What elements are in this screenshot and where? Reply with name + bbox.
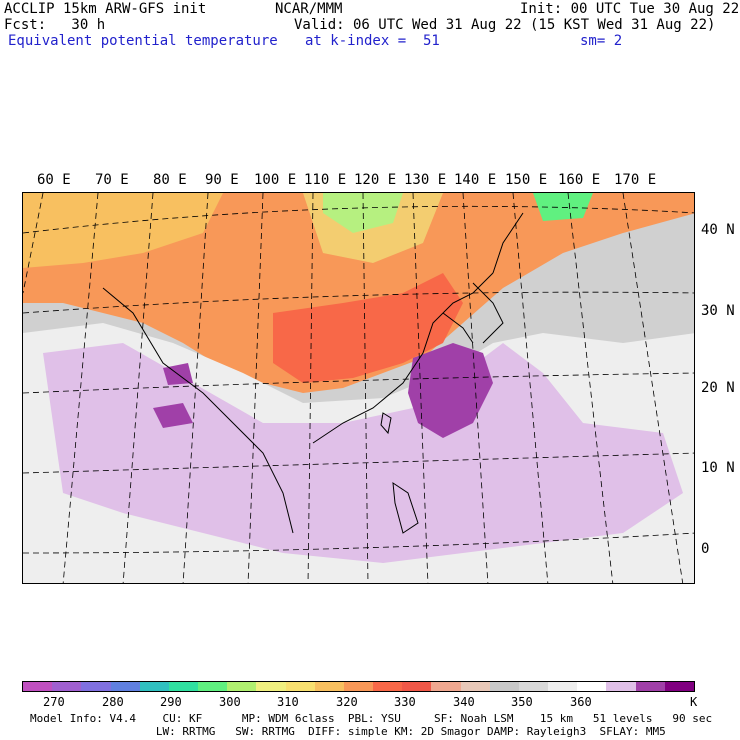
epot-field-map	[23, 193, 694, 583]
colorbar-tick: 340	[453, 695, 475, 709]
lilac-region	[43, 343, 683, 563]
lon-label: 140 E	[454, 172, 497, 188]
colorbar-swatch	[81, 682, 111, 691]
colorbar-swatch	[168, 682, 199, 691]
lat-label: 40 N	[701, 222, 735, 238]
lon-label: 100 E	[254, 172, 297, 188]
model-info-line: Model Info: V4.4 CU: KF MP: WDM 6class P…	[30, 712, 713, 725]
typhoon-region	[408, 343, 493, 438]
lon-label: 150 E	[505, 172, 548, 188]
model-title: ACCLIP 15km ARW-GFS init	[4, 1, 207, 17]
colorbar-tick: 300	[219, 695, 241, 709]
lon-label: 90 E	[205, 172, 239, 188]
colorbar-swatch	[548, 682, 578, 691]
lon-label: 130 E	[404, 172, 447, 188]
colorbar-swatch	[664, 682, 694, 691]
colorbar-swatch	[606, 682, 636, 691]
colorbar-swatch	[489, 682, 519, 691]
colorbar-swatch	[110, 682, 140, 691]
institution-label: NCAR/MMM	[275, 1, 343, 17]
lon-label: 160 E	[558, 172, 601, 188]
yellow-region	[303, 193, 443, 263]
lon-label: 60 E	[37, 172, 71, 188]
lon-label: 80 E	[153, 172, 187, 188]
physics-info-line: LW: RRTMG SW: RRTMG DIFF: simple KM: 2D …	[30, 725, 666, 738]
colorbar-swatch	[343, 682, 374, 691]
lon-label: 170 E	[614, 172, 657, 188]
colorbar-swatch	[402, 682, 432, 691]
warm-region	[23, 193, 694, 393]
taiwan-outline	[380, 412, 392, 435]
colorbar	[22, 681, 695, 692]
coastline	[102, 212, 524, 534]
field-name: Equivalent potential temperature	[8, 33, 278, 49]
lat-label: 20 N	[701, 380, 735, 396]
colorbar-tick: 330	[394, 695, 416, 709]
colorbar-swatch	[373, 682, 403, 691]
colorbar-swatch	[518, 682, 549, 691]
colorbar-tick: 270	[43, 695, 65, 709]
init-time: Init: 00 UTC Tue 30 Aug 22	[520, 1, 740, 17]
valid-time: Valid: 06 UTC Wed 31 Aug 22 (15 KST Wed …	[294, 17, 716, 33]
lon-label: 110 E	[304, 172, 347, 188]
lat-label: 10 N	[701, 460, 735, 476]
level-index: at k-index = 51	[305, 33, 440, 49]
green-region-2	[533, 193, 593, 221]
colorbar-tick: 290	[160, 695, 182, 709]
colorbar-tick: 350	[511, 695, 533, 709]
colorbar-swatch	[227, 682, 257, 691]
colorbar-unit: K	[690, 695, 698, 709]
colorbar-swatch	[198, 682, 228, 691]
philippines-outline	[392, 481, 419, 534]
colorbar-swatch	[314, 682, 344, 691]
purple-patch-1	[153, 403, 193, 428]
lon-label: 120 E	[354, 172, 397, 188]
colorbar-swatch	[139, 682, 169, 691]
longitude-lines	[23, 193, 684, 583]
red-region	[273, 273, 463, 383]
orange-region	[23, 193, 223, 268]
lon-label: 70 E	[95, 172, 129, 188]
colorbar-swatch	[577, 682, 607, 691]
colorbar-swatch	[285, 682, 315, 691]
colorbar-tick: 360	[570, 695, 592, 709]
colorbar-swatch	[23, 682, 53, 691]
colorbar-swatch	[635, 682, 665, 691]
colorbar-tick: 280	[102, 695, 124, 709]
colorbar-tick: 310	[277, 695, 299, 709]
colorbar-swatch	[256, 682, 286, 691]
lat-label: 0	[701, 541, 710, 557]
lat-label: 30 N	[701, 303, 735, 319]
forecast-hour: Fcst: 30 h	[4, 17, 106, 33]
colorbar-swatch	[431, 682, 461, 691]
smoothing-label: sm= 2	[580, 33, 623, 49]
colorbar-swatch	[460, 682, 490, 691]
colorbar-tick: 320	[336, 695, 358, 709]
colorbar-swatch	[52, 682, 82, 691]
map-panel	[22, 192, 695, 584]
